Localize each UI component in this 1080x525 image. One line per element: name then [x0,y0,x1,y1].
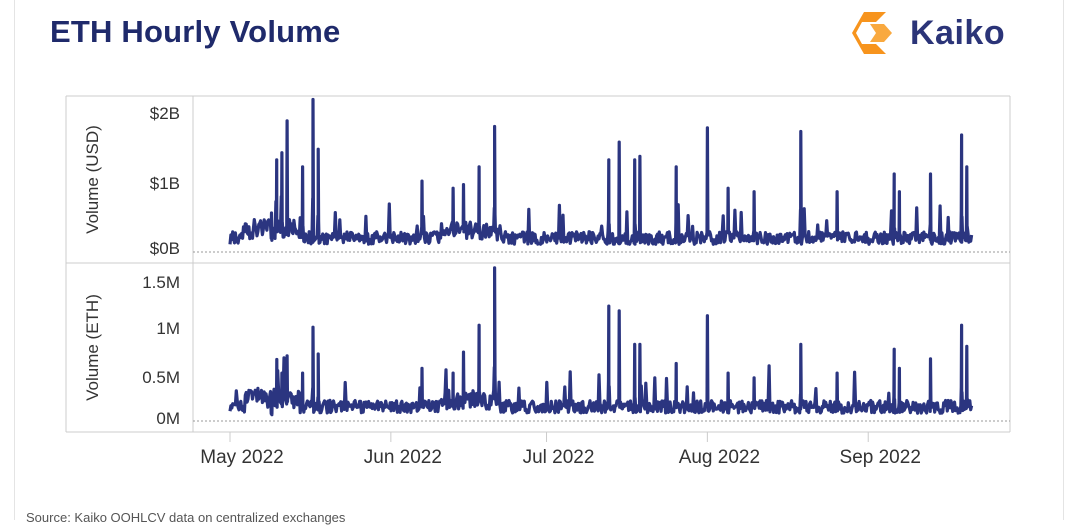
x-tick-label: Aug 2022 [679,447,760,468]
y-tick-label: $0B [150,239,180,258]
y-tick-label: 0.5M [142,368,180,387]
volume-series-line [228,97,974,246]
brand-logo: Kaiko [850,8,1040,58]
x-tick-label: Jul 2022 [523,447,595,468]
y-tick-label: 1M [156,319,180,338]
x-tick-label: Sep 2022 [840,447,921,468]
volume-series-line [228,266,974,417]
chart-frame [14,0,1064,520]
y-axis-label: Volume (ETH) [83,294,102,401]
y-tick-label: $2B [150,104,180,123]
y-axis-label: Volume (USD) [83,125,102,234]
brand-name: Kaiko [910,13,1006,52]
x-tick-label: Jun 2022 [364,447,442,468]
kaiko-logo-icon [852,12,892,54]
chart-title: ETH Hourly Volume [50,14,341,49]
source-note: Source: Kaiko OOHLCV data on centralized… [26,510,346,525]
y-tick-label: $1B [150,174,180,193]
y-tick-label: 0M [156,409,180,428]
x-tick-label: May 2022 [200,447,283,468]
y-tick-label: 1.5M [142,273,180,292]
